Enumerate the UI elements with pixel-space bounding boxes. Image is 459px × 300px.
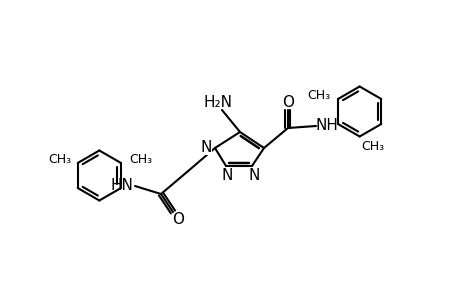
- Text: CH₃: CH₃: [129, 152, 152, 166]
- Text: CH₃: CH₃: [49, 152, 72, 166]
- Text: H₂N: H₂N: [203, 94, 232, 110]
- Text: N: N: [200, 140, 211, 154]
- Text: O: O: [281, 94, 293, 110]
- Text: CH₃: CH₃: [306, 88, 329, 101]
- Text: O: O: [172, 212, 184, 227]
- Text: N: N: [248, 167, 259, 182]
- Text: NH: NH: [315, 118, 338, 133]
- Text: N: N: [221, 167, 232, 182]
- Text: HN: HN: [110, 178, 133, 193]
- Text: CH₃: CH₃: [361, 140, 384, 153]
